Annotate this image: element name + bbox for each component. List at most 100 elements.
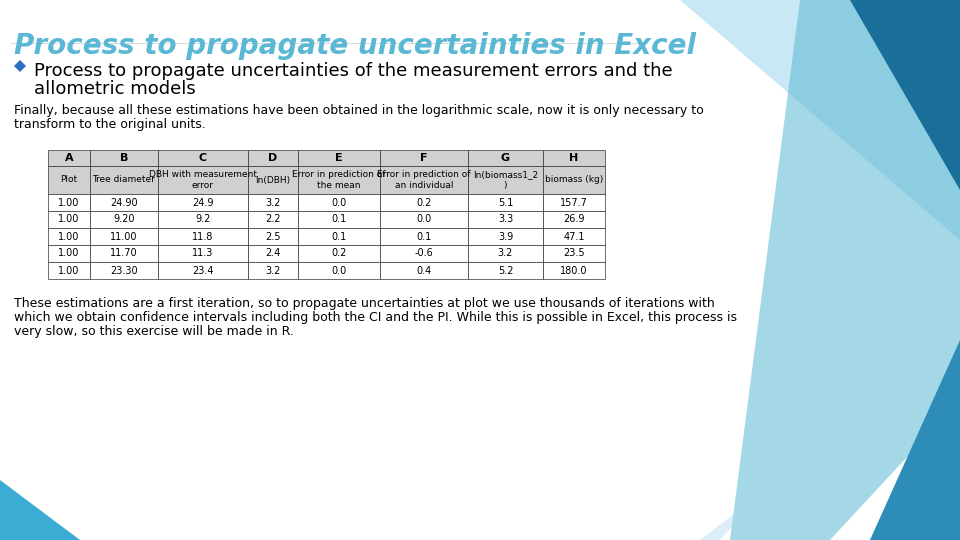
Bar: [48, 228, 90, 245]
Polygon shape: [800, 460, 960, 540]
Text: 5.2: 5.2: [497, 266, 514, 275]
Polygon shape: [730, 0, 960, 540]
Text: 1.00: 1.00: [59, 214, 80, 225]
Bar: [158, 194, 248, 211]
Bar: [380, 194, 468, 211]
Text: Error in prediction of
an individual: Error in prediction of an individual: [377, 171, 470, 190]
Text: 0.1: 0.1: [331, 232, 347, 241]
Text: C: C: [199, 153, 207, 163]
Bar: [543, 194, 605, 211]
Text: 3.2: 3.2: [265, 266, 280, 275]
Bar: [158, 245, 248, 262]
Bar: [468, 166, 543, 194]
Bar: [298, 150, 380, 166]
Bar: [380, 211, 468, 228]
Bar: [48, 245, 90, 262]
Text: 180.0: 180.0: [561, 266, 588, 275]
Text: 0.2: 0.2: [331, 248, 347, 259]
Text: A: A: [64, 153, 73, 163]
Bar: [298, 262, 380, 279]
Text: 11.00: 11.00: [110, 232, 137, 241]
Text: Plot: Plot: [60, 176, 78, 185]
Bar: [48, 211, 90, 228]
Bar: [380, 166, 468, 194]
Polygon shape: [870, 340, 960, 540]
Text: E: E: [335, 153, 343, 163]
Bar: [380, 245, 468, 262]
Bar: [468, 150, 543, 166]
Text: 2.2: 2.2: [265, 214, 280, 225]
Text: 0.2: 0.2: [417, 198, 432, 207]
Bar: [380, 262, 468, 279]
Bar: [90, 150, 158, 166]
Text: 1.00: 1.00: [59, 198, 80, 207]
Bar: [543, 150, 605, 166]
Bar: [48, 150, 90, 166]
Text: 0.4: 0.4: [417, 266, 432, 275]
Text: 23.30: 23.30: [110, 266, 138, 275]
Polygon shape: [660, 270, 960, 540]
Polygon shape: [680, 0, 960, 240]
Text: ln(biomass1_2
): ln(biomass1_2 ): [473, 171, 538, 190]
Bar: [248, 166, 298, 194]
Text: 3.2: 3.2: [498, 248, 514, 259]
Bar: [298, 211, 380, 228]
Bar: [248, 228, 298, 245]
Text: 11.3: 11.3: [192, 248, 214, 259]
Text: 3.9: 3.9: [498, 232, 514, 241]
Bar: [48, 194, 90, 211]
Text: 11.70: 11.70: [110, 248, 138, 259]
Text: 47.1: 47.1: [564, 232, 585, 241]
Text: biomass (kg): biomass (kg): [545, 176, 603, 185]
Bar: [248, 245, 298, 262]
Bar: [158, 150, 248, 166]
Text: G: G: [501, 153, 510, 163]
Text: B: B: [120, 153, 129, 163]
Bar: [248, 262, 298, 279]
Text: 0.0: 0.0: [417, 214, 432, 225]
Bar: [90, 245, 158, 262]
Polygon shape: [0, 480, 80, 540]
Text: H: H: [569, 153, 579, 163]
Bar: [158, 211, 248, 228]
Text: ln(DBH): ln(DBH): [255, 176, 291, 185]
Text: allometric models: allometric models: [34, 80, 196, 98]
Text: 0.1: 0.1: [417, 232, 432, 241]
Bar: [90, 228, 158, 245]
Bar: [90, 262, 158, 279]
Text: D: D: [269, 153, 277, 163]
Bar: [248, 194, 298, 211]
Bar: [543, 166, 605, 194]
Bar: [468, 211, 543, 228]
Polygon shape: [850, 0, 960, 190]
Text: 2.5: 2.5: [265, 232, 280, 241]
Text: 2.4: 2.4: [265, 248, 280, 259]
Bar: [158, 166, 248, 194]
Text: 5.1: 5.1: [498, 198, 514, 207]
Bar: [298, 194, 380, 211]
Bar: [468, 228, 543, 245]
Text: 0.0: 0.0: [331, 266, 347, 275]
Bar: [468, 245, 543, 262]
Bar: [298, 166, 380, 194]
Text: 24.9: 24.9: [192, 198, 214, 207]
Bar: [468, 262, 543, 279]
Text: 3.3: 3.3: [498, 214, 514, 225]
Text: 0.1: 0.1: [331, 214, 347, 225]
Bar: [48, 166, 90, 194]
Text: 9.20: 9.20: [113, 214, 134, 225]
Bar: [543, 211, 605, 228]
Bar: [158, 228, 248, 245]
Text: Process to propagate uncertainties of the measurement errors and the: Process to propagate uncertainties of th…: [34, 62, 673, 80]
Text: 1.00: 1.00: [59, 248, 80, 259]
Bar: [380, 150, 468, 166]
Text: Process to propagate uncertainties in Excel: Process to propagate uncertainties in Ex…: [14, 32, 696, 60]
Text: 1.00: 1.00: [59, 232, 80, 241]
Text: F: F: [420, 153, 428, 163]
Bar: [543, 262, 605, 279]
Text: -0.6: -0.6: [415, 248, 433, 259]
Text: 24.90: 24.90: [110, 198, 138, 207]
Bar: [248, 150, 298, 166]
Text: Tree diameter: Tree diameter: [92, 176, 156, 185]
Text: 9.2: 9.2: [195, 214, 210, 225]
